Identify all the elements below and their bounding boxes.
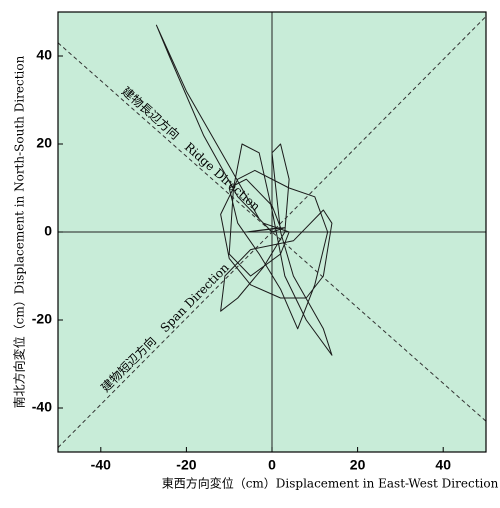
x-axis-label: 東西方向変位（cm）Displacement in East-West Dire… — [162, 476, 499, 491]
y-tick-label: -20 — [32, 311, 52, 327]
trajectory — [155, 24, 333, 356]
plot-frame — [57, 11, 487, 453]
y-axis-label: 南北方向変位（cm）Displacement in North-South Di… — [12, 55, 27, 408]
y-tick-label: 40 — [36, 47, 52, 63]
x-tick-label: -20 — [176, 457, 196, 473]
y-tick-label: 20 — [36, 135, 52, 151]
x-tick-label: 40 — [435, 457, 451, 473]
reference-line — [58, 42, 486, 422]
y-tick-label: -40 — [32, 399, 52, 415]
x-tick-label: -40 — [91, 457, 111, 473]
x-tick-label: 20 — [350, 457, 366, 473]
x-tick-label: 0 — [268, 457, 276, 473]
y-tick-label: 0 — [44, 223, 52, 239]
